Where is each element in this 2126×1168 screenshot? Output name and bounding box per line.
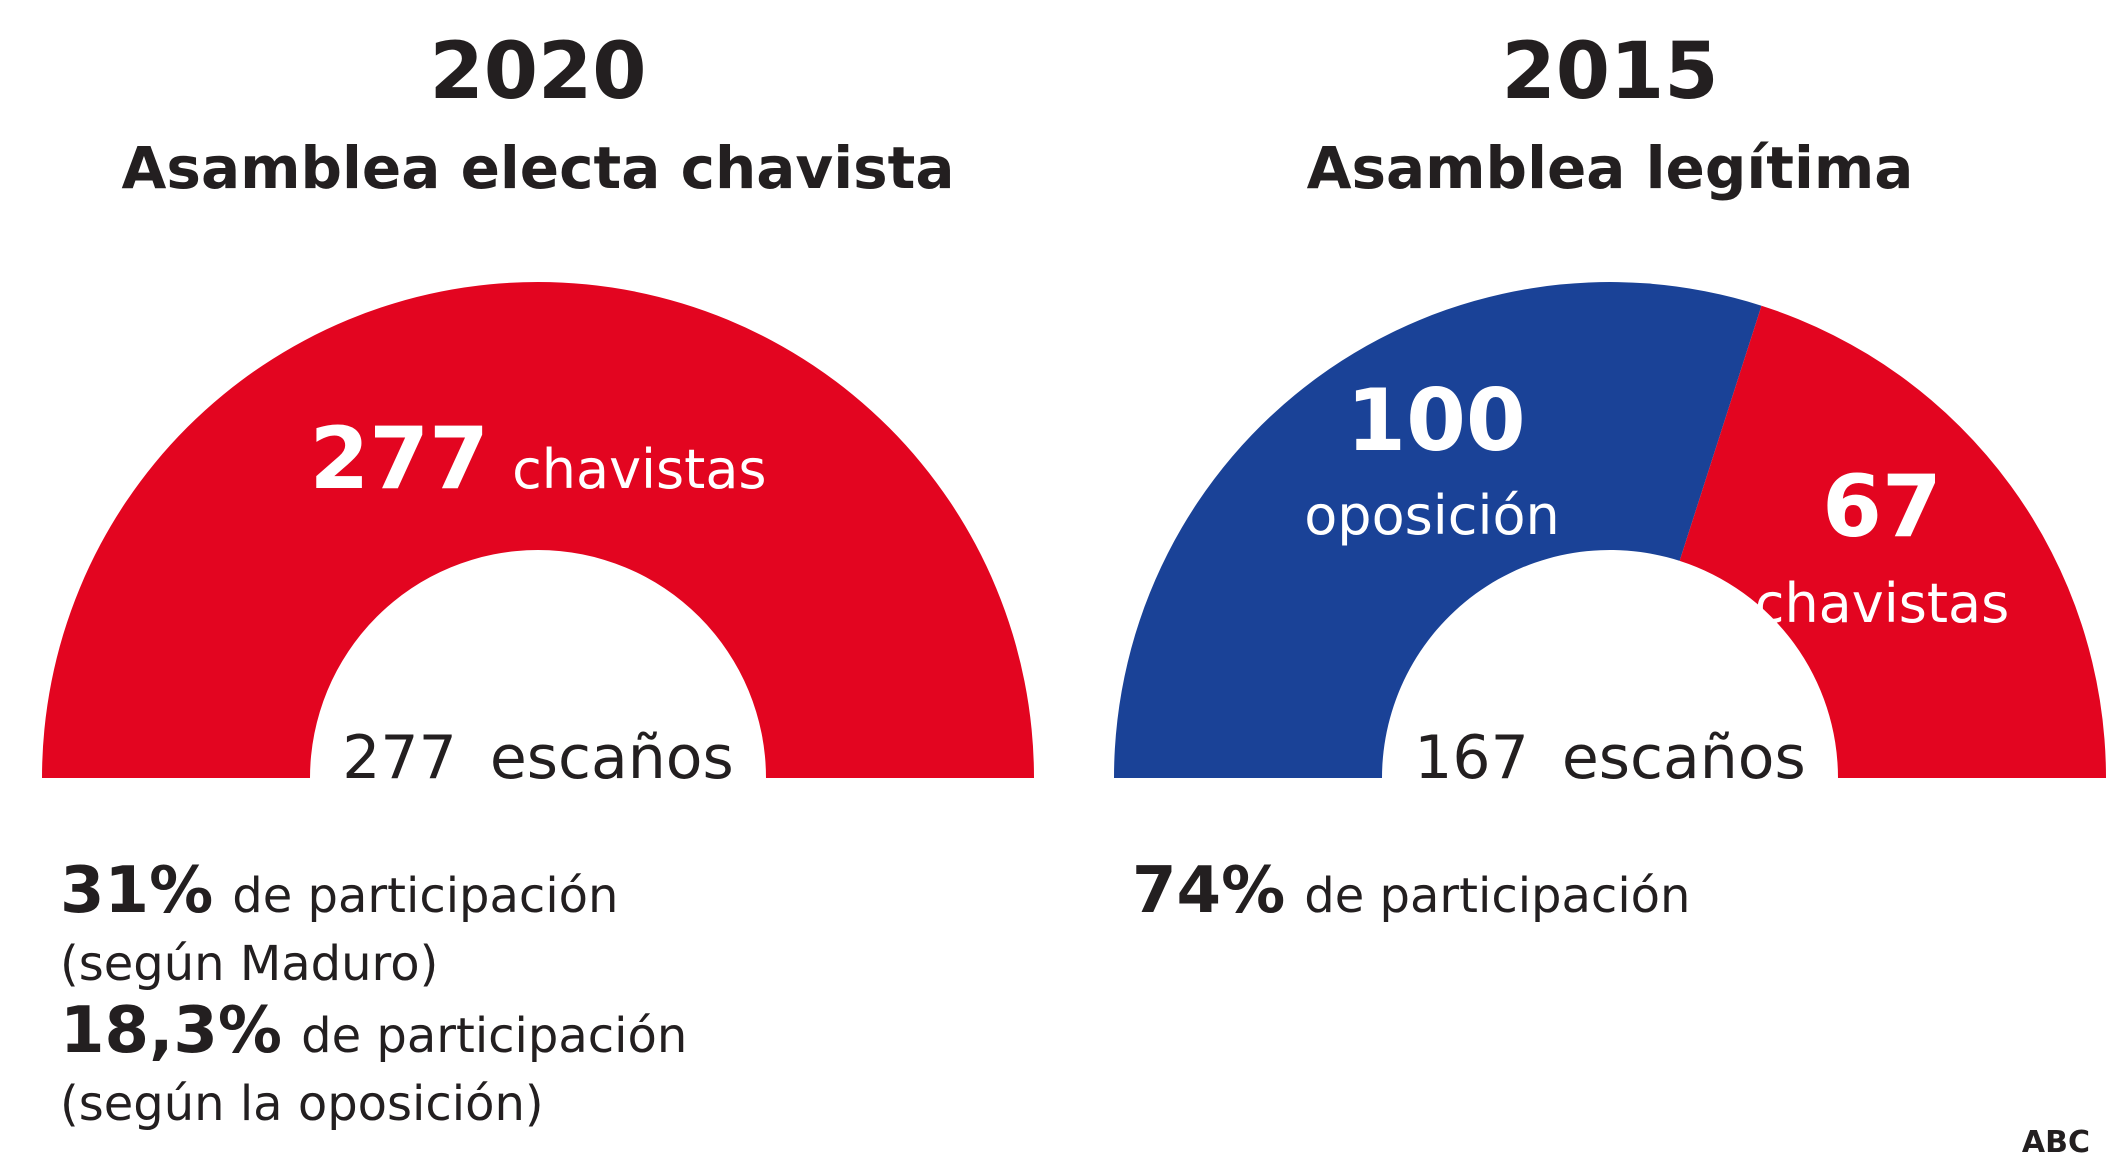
chart-2015: 2015 Asamblea legítima 100 oposición 67 … xyxy=(1114,27,2106,928)
half-donut-2020 xyxy=(42,282,1034,778)
participation-note-2015: 74% de participación xyxy=(1132,854,1690,928)
participation-text-maduro: de participación xyxy=(232,868,618,924)
seats-total-2020: 277 escaños xyxy=(342,723,734,793)
seats-number-2020: 277 xyxy=(342,723,457,793)
participation-source-maduro: (según Maduro) xyxy=(60,936,438,992)
seats-label-2015: escaños xyxy=(1562,723,1806,793)
participation-value-oposicion: 18,3% xyxy=(60,994,282,1068)
slice-value-2020-chavistas: 277 xyxy=(309,409,489,509)
participation-value-maduro: 31% xyxy=(60,854,213,928)
slice-name-2015-chavistas: chavistas xyxy=(1755,572,2010,635)
seats-number-2015: 167 xyxy=(1414,723,1529,793)
slice-name-2020-chavistas: chavistas xyxy=(512,438,767,501)
slice-2020-a xyxy=(42,282,1034,778)
seats-label-2020: escaños xyxy=(490,723,734,793)
participation-text-oposicion: de participación xyxy=(301,1008,687,1064)
slice-label-2020-chavistas: 277 chavistas xyxy=(309,409,766,509)
chart-year-2020: 2020 xyxy=(429,27,646,117)
slice-2015-b xyxy=(1679,305,2106,778)
slice-name-2015-oposicion: oposición xyxy=(1304,484,1559,547)
participation-source-oposicion: (según la oposición) xyxy=(60,1076,544,1132)
participation-text-2015: de participación xyxy=(1304,868,1690,924)
participation-note-2020-oposicion: 18,3% de participación xyxy=(60,994,687,1068)
seats-total-2015: 167 escaños xyxy=(1414,723,1806,793)
participation-value-2015: 74% xyxy=(1132,854,1285,928)
chart-title-2015: Asamblea legítima xyxy=(1307,134,1914,202)
chart-2020: 2020 Asamblea electa chavista 277 chavis… xyxy=(42,27,1034,1132)
participation-note-2020-maduro: 31% de participación xyxy=(60,854,618,928)
chart-year-2015: 2015 xyxy=(1501,27,1718,117)
chart-title-2020: Asamblea electa chavista xyxy=(122,134,955,202)
source-credit: ABC xyxy=(2022,1125,2090,1160)
slice-2015-a xyxy=(1114,281,1762,778)
slice-value-2015-chavistas: 67 xyxy=(1822,457,1942,557)
half-donut-2015 xyxy=(1114,281,2106,778)
slice-value-2015-oposicion: 100 xyxy=(1346,371,1526,471)
